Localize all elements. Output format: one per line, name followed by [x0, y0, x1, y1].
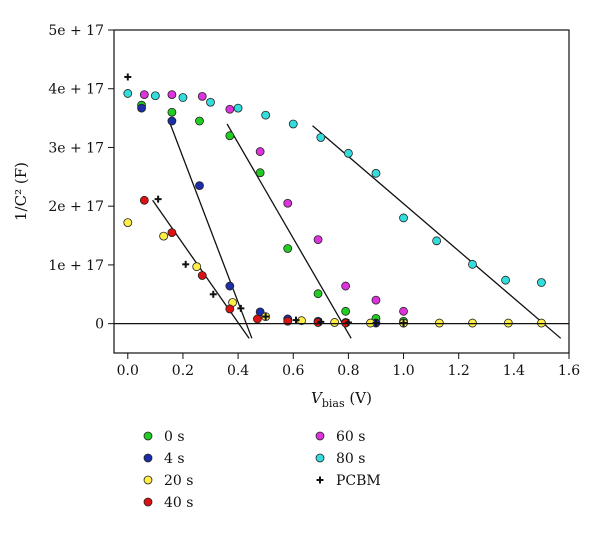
point-60-s	[313, 235, 323, 245]
point-60-s	[197, 91, 207, 101]
legend-label-60-s: 60 s	[336, 429, 365, 445]
fit-line	[312, 125, 562, 339]
point-80-s	[537, 278, 546, 287]
legend-marker-pcbm	[316, 476, 324, 484]
point-0-s	[313, 289, 323, 299]
point-0-s	[167, 107, 177, 117]
point-40-s	[167, 228, 177, 238]
x-tick-label: 0.6	[282, 363, 304, 379]
legend-marker-60-s	[315, 431, 325, 441]
fit-line	[168, 120, 253, 339]
point-pcbm	[292, 316, 300, 324]
point-60-s	[139, 90, 149, 99]
fit-lines	[152, 120, 562, 339]
point-4-s	[225, 281, 235, 291]
y-tick-label: 0	[95, 317, 104, 333]
point-20-s	[123, 218, 133, 228]
point-pcbm	[344, 318, 352, 326]
y-tick-label: 2e + 17	[48, 199, 104, 215]
legend-marker-40-s	[143, 497, 153, 507]
point-20-s	[159, 231, 169, 241]
x-axis-title: Vbias (V)	[311, 389, 372, 410]
legend-marker-4-s	[143, 453, 153, 463]
point-80-s	[371, 168, 381, 178]
point-40-s	[225, 304, 235, 314]
point-80-s	[432, 236, 442, 246]
axes: 0.0 0.2 0.4 0.6 0.8 1.0 1.2 1.4 1.6 0 1e + 17 2e + …	[12, 23, 580, 410]
point-80-s	[206, 97, 215, 107]
point-80-s	[468, 259, 477, 269]
point-pcbm	[262, 313, 270, 321]
x-tick-label: 0.0	[117, 363, 139, 379]
point-0-s	[341, 306, 351, 316]
legend-label-20-s: 20 s	[164, 473, 193, 489]
point-80-s	[123, 89, 133, 98]
legend-marker-80-s	[315, 453, 325, 463]
data-points	[123, 73, 546, 328]
x-tick-label: 0.4	[227, 363, 249, 379]
point-20-s	[330, 318, 340, 327]
point-4-s	[137, 103, 146, 113]
y-tick-label: 1e + 17	[48, 258, 104, 274]
x-tick-label: 1.4	[503, 363, 525, 379]
point-0-s	[195, 116, 204, 126]
point-80-s	[150, 91, 160, 101]
point-60-s	[283, 198, 293, 208]
y-tick-label: 3e + 17	[48, 140, 104, 156]
x-tick-label: 1.6	[558, 363, 580, 379]
point-80-s	[178, 93, 188, 102]
point-80-s	[233, 103, 243, 113]
legend-label-4-s: 4 s	[164, 451, 185, 467]
legend: 0 s 4 s 20 s 40 s 60 s 80 s PCBM	[143, 429, 381, 511]
point-60-s	[167, 90, 177, 99]
point-80-s	[316, 133, 326, 142]
point-4-s	[195, 181, 204, 191]
point-pcbm	[209, 290, 217, 298]
point-80-s	[501, 275, 510, 285]
legend-label-pcbm: PCBM	[336, 473, 381, 489]
legend-marker-20-s	[143, 475, 153, 485]
point-80-s	[261, 110, 271, 120]
point-4-s	[167, 116, 177, 126]
y-tick-label: 5e + 17	[48, 23, 104, 39]
legend-label-0-s: 0 s	[164, 429, 185, 445]
point-60-s	[399, 306, 408, 316]
legend-marker-0-s	[143, 431, 153, 441]
point-80-s	[288, 119, 298, 129]
x-tick-label: 0.2	[172, 363, 194, 379]
legend-label-80-s: 80 s	[336, 451, 365, 467]
point-20-s	[192, 262, 202, 272]
point-60-s	[371, 295, 381, 305]
y-axis-title: 1/C² (F)	[12, 162, 30, 221]
plot-frame	[113, 29, 570, 354]
point-80-s	[343, 148, 353, 158]
point-60-s	[225, 104, 235, 114]
point-0-s	[255, 168, 265, 178]
point-pcbm	[124, 73, 132, 81]
point-pcbm	[237, 304, 245, 312]
point-60-s	[255, 147, 265, 156]
point-40-s	[197, 271, 207, 280]
point-0-s	[225, 131, 235, 141]
point-pcbm	[182, 260, 190, 268]
x-tick-label: 1.2	[448, 363, 470, 379]
point-40-s	[139, 195, 149, 205]
fit-line	[152, 199, 250, 339]
fit-line	[226, 123, 352, 339]
point-40-s	[252, 314, 262, 324]
point-pcbm	[154, 195, 162, 203]
point-80-s	[399, 213, 408, 223]
point-60-s	[341, 281, 351, 291]
x-tick-label: 0.8	[337, 363, 359, 379]
legend-label-40-s: 40 s	[164, 495, 193, 511]
y-tick-label: 4e + 17	[48, 82, 104, 98]
x-tick-label: 1.0	[392, 363, 414, 379]
point-0-s	[283, 244, 293, 253]
